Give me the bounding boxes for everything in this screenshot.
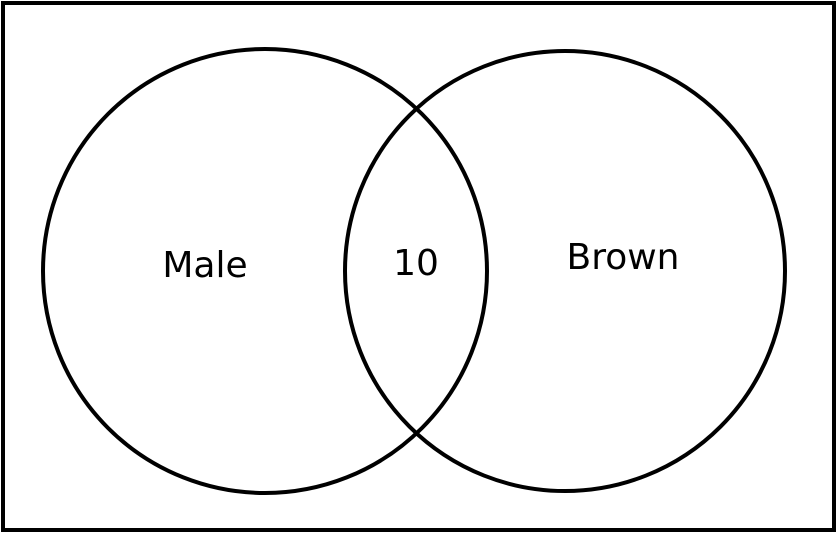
set-circle-male (41, 47, 489, 495)
set-circle-brown (343, 49, 787, 493)
set-label-male: Male (162, 245, 247, 286)
set-label-brown: Brown (567, 237, 680, 278)
intersection-label: 10 (393, 243, 439, 284)
